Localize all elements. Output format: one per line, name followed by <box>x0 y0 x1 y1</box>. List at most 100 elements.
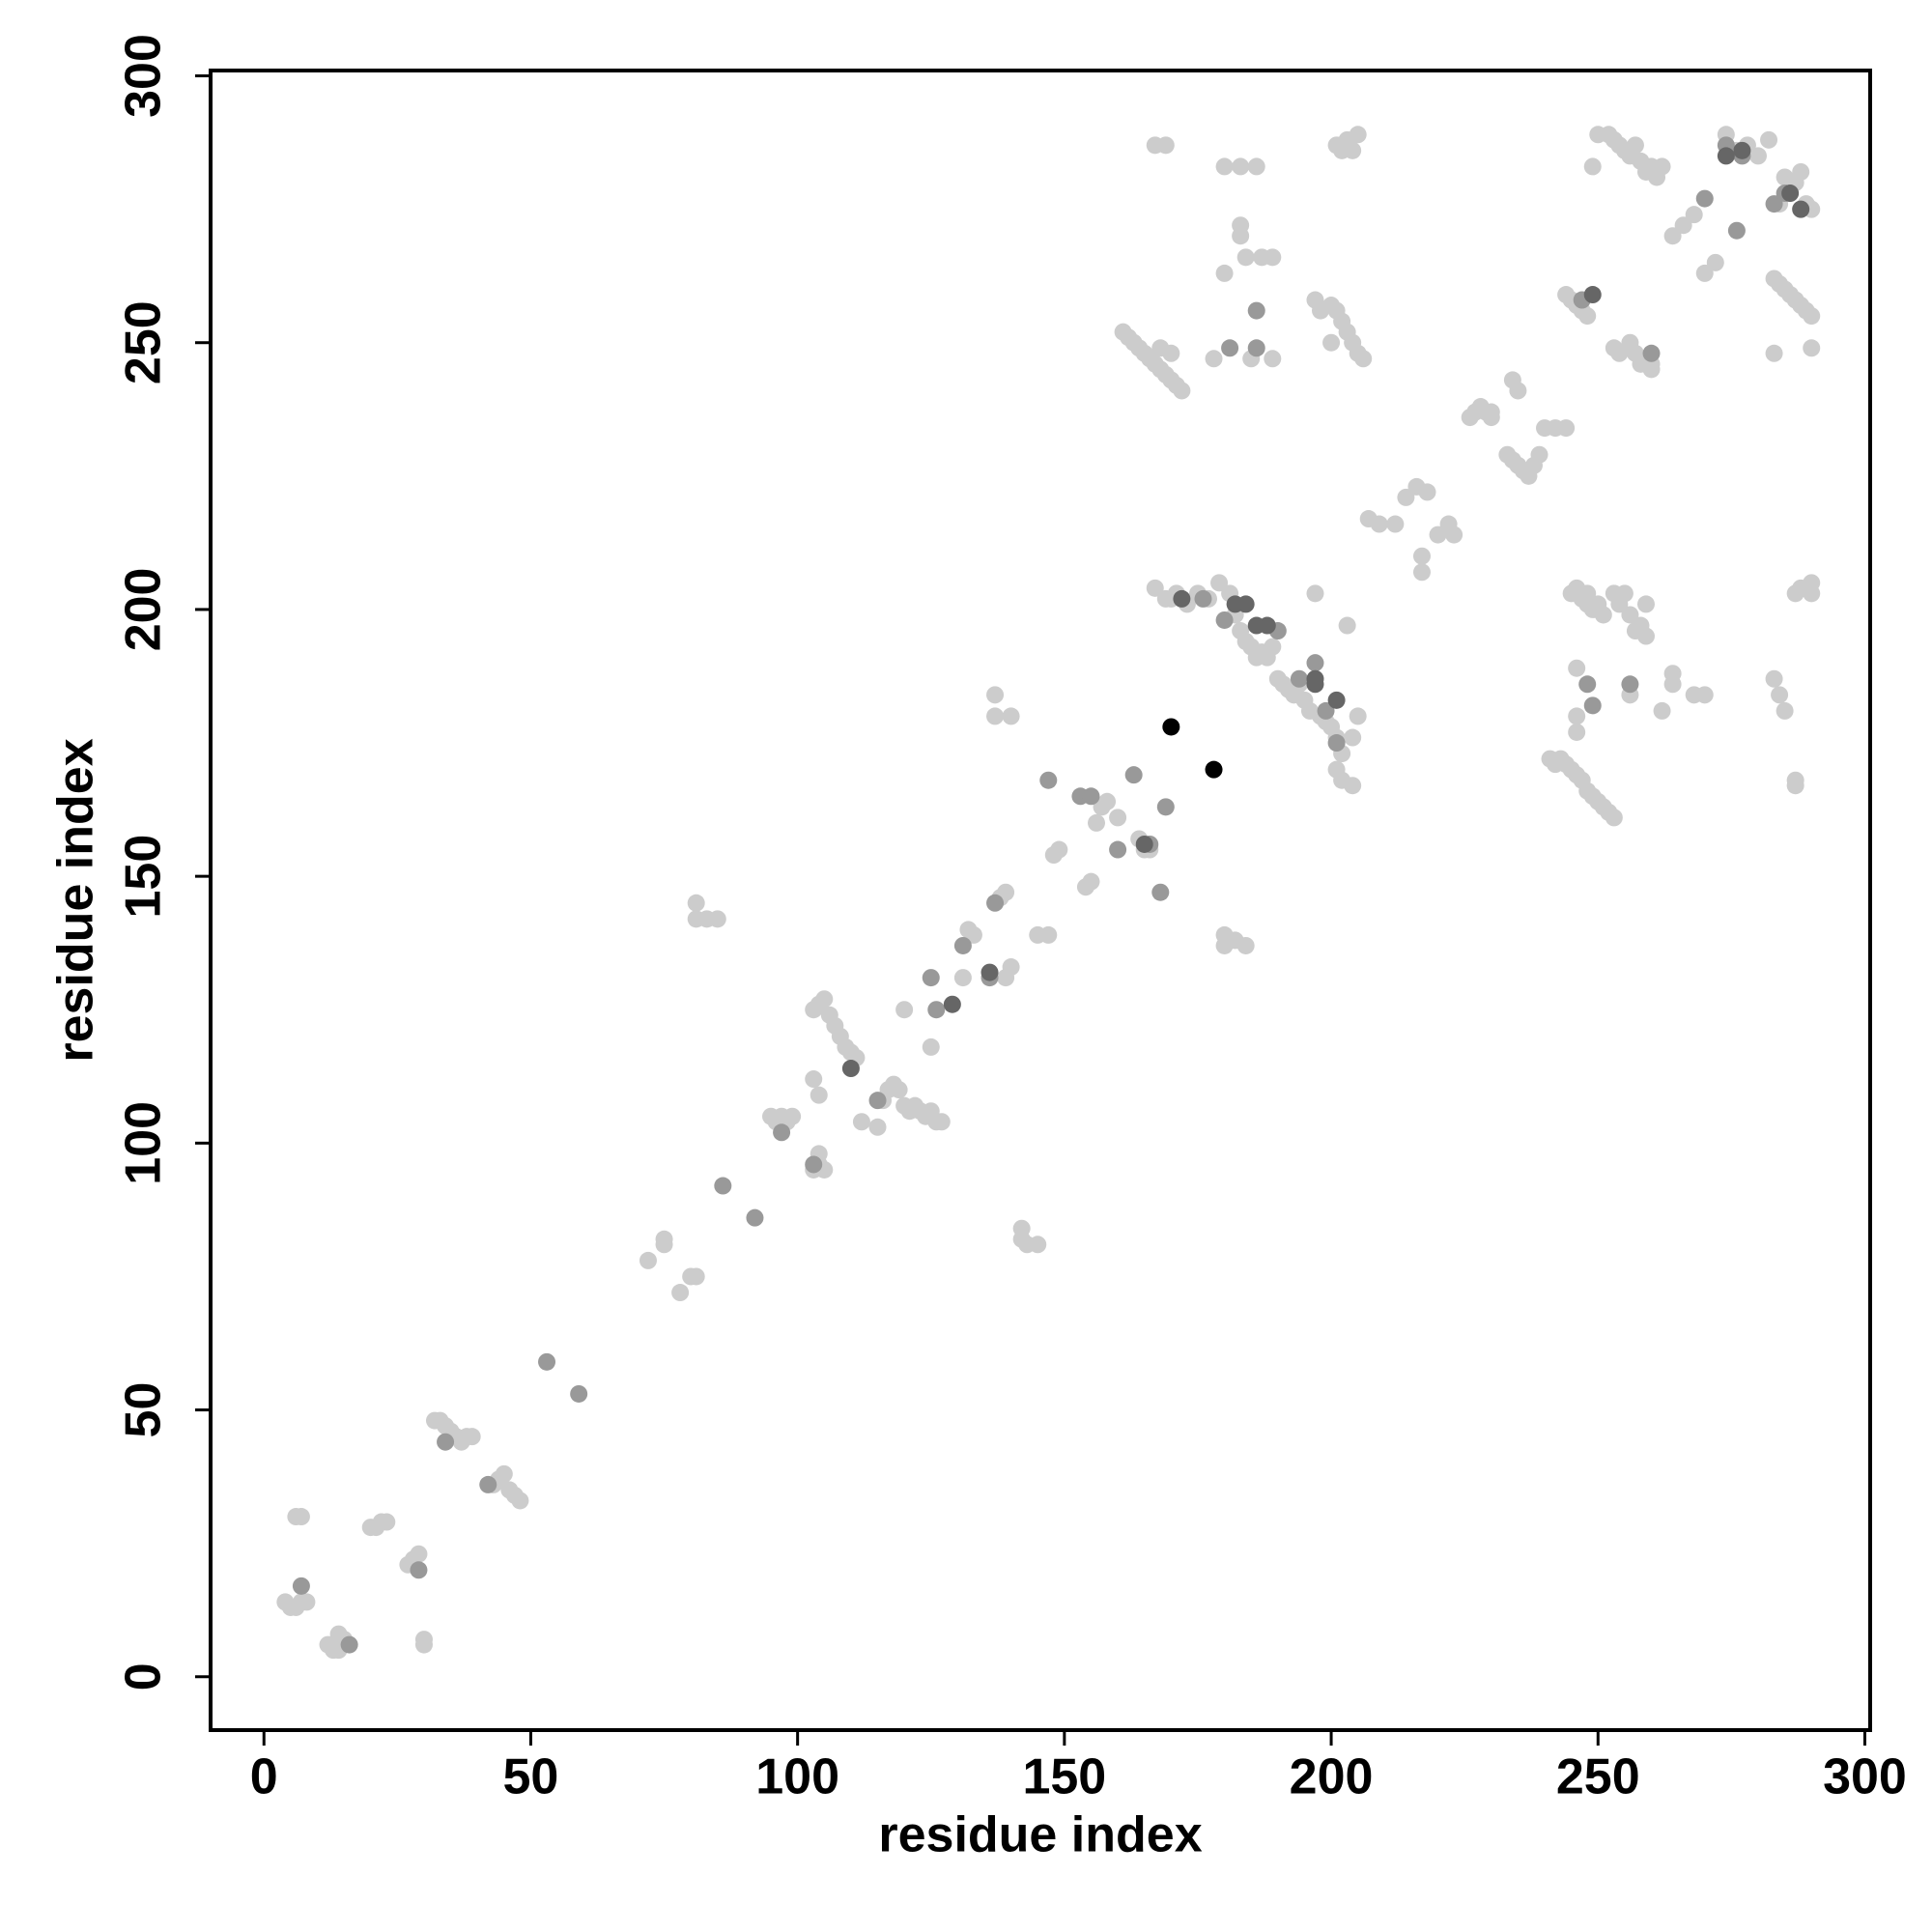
point <box>437 1433 455 1451</box>
y-tick-label: 100 <box>116 1101 172 1185</box>
point <box>1771 686 1789 704</box>
point <box>1029 1236 1047 1254</box>
point <box>1786 777 1804 795</box>
point <box>639 1251 657 1269</box>
point <box>953 936 972 954</box>
point <box>953 969 972 987</box>
point <box>1765 669 1783 688</box>
point <box>1162 718 1180 736</box>
y-tick-label: 200 <box>116 568 172 652</box>
point <box>1039 925 1058 944</box>
point <box>1610 344 1629 362</box>
point <box>1568 659 1586 677</box>
point <box>1247 339 1265 357</box>
point <box>1803 339 1821 357</box>
point <box>538 1352 556 1371</box>
point <box>378 1513 396 1531</box>
y-axis-label: residue index <box>48 738 104 1062</box>
point <box>815 990 834 1009</box>
point <box>810 1086 828 1104</box>
point <box>746 1208 764 1227</box>
point <box>1194 589 1212 608</box>
point <box>1205 350 1223 368</box>
point <box>895 1001 914 1019</box>
point <box>980 963 999 981</box>
point <box>1578 584 1597 603</box>
point <box>1578 675 1597 694</box>
point <box>1247 157 1265 176</box>
point <box>1386 515 1405 533</box>
point <box>1264 248 1282 267</box>
point <box>1792 162 1810 181</box>
point <box>997 883 1015 901</box>
y-tick-label: 250 <box>116 300 172 384</box>
point <box>292 1508 310 1526</box>
point <box>1221 339 1239 357</box>
point <box>1626 136 1644 155</box>
point <box>1663 665 1682 683</box>
point <box>1215 611 1234 629</box>
point <box>1247 301 1265 320</box>
point <box>1663 227 1682 245</box>
point <box>986 894 1005 912</box>
point <box>1583 696 1602 715</box>
point <box>410 1561 428 1579</box>
point <box>1002 707 1020 725</box>
x-tick-label: 100 <box>755 1749 839 1805</box>
point <box>1039 771 1058 789</box>
point <box>1215 157 1234 176</box>
point <box>1412 563 1431 582</box>
point <box>1760 130 1778 149</box>
point <box>1344 777 1362 795</box>
point <box>1322 333 1341 352</box>
y-tick-label: 300 <box>116 34 172 118</box>
point <box>1344 141 1362 159</box>
point <box>1642 344 1661 362</box>
point <box>1306 584 1324 603</box>
x-tick-label: 150 <box>1022 1749 1106 1805</box>
point <box>1445 526 1463 544</box>
point <box>292 1577 310 1595</box>
point <box>1621 675 1639 694</box>
point <box>1706 253 1724 271</box>
y-tick-label: 50 <box>116 1382 172 1438</box>
point <box>1615 584 1634 603</box>
point <box>1429 526 1447 544</box>
point <box>1236 248 1255 267</box>
point <box>1482 403 1500 421</box>
point <box>1215 264 1234 282</box>
point <box>1088 813 1106 832</box>
point <box>1653 701 1671 720</box>
point <box>805 1070 823 1089</box>
point <box>1568 707 1586 725</box>
point <box>1236 595 1255 613</box>
point <box>714 1177 732 1195</box>
point <box>1695 264 1714 282</box>
point <box>1765 195 1783 213</box>
x-tick-label: 0 <box>250 1749 278 1805</box>
point <box>1327 734 1346 753</box>
point <box>708 910 726 928</box>
point <box>1109 840 1127 859</box>
point <box>410 1545 428 1563</box>
point <box>1124 766 1143 784</box>
point <box>1306 654 1324 672</box>
plot-frame <box>209 69 1872 1732</box>
point <box>1418 483 1436 501</box>
point <box>1338 616 1356 635</box>
point <box>1803 584 1821 603</box>
x-tick-label: 50 <box>503 1749 559 1805</box>
x-tick-label: 200 <box>1290 1749 1374 1805</box>
point <box>671 1284 690 1302</box>
point <box>1765 344 1783 362</box>
x-axis-label: residue index <box>878 1807 1202 1863</box>
point <box>1098 792 1117 810</box>
y-tick-label: 150 <box>116 835 172 919</box>
point <box>1557 419 1576 438</box>
point <box>783 1107 802 1125</box>
point <box>655 1236 673 1254</box>
point <box>1306 675 1324 694</box>
point <box>1232 157 1250 176</box>
point <box>1695 686 1714 704</box>
